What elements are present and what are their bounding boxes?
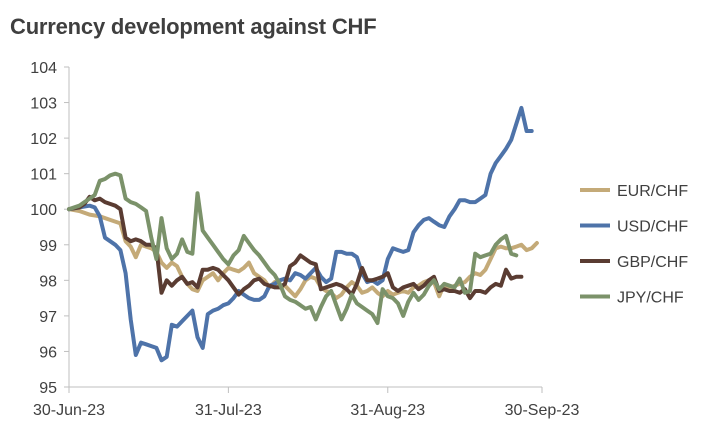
y-tick-label: 100	[30, 202, 57, 219]
legend-item: GBP/CHF	[580, 254, 688, 271]
y-tick-label: 101	[30, 167, 57, 184]
x-tick-label: 31-Aug-23	[350, 402, 425, 419]
y-tick-label: 95	[39, 380, 57, 397]
series-line-jpy-chf	[67, 171, 519, 325]
y-tick-label: 98	[39, 273, 57, 290]
y-tick-label: 99	[39, 238, 57, 255]
x-axis: 30-Jun-23 31-Jul-23 31-Aug-23 30-Sep-23	[33, 386, 580, 419]
legend-label: USD/CHF	[617, 219, 688, 236]
series-line-usd-chf	[67, 105, 534, 363]
y-axis: 95 96 97 98 99 100 101 102 103 104	[30, 60, 70, 397]
y-tick-label: 97	[39, 309, 57, 326]
y-tick-label: 104	[30, 60, 57, 77]
y-tick-label: 96	[39, 344, 57, 361]
y-tick-label: 103	[30, 96, 57, 113]
chart-title: Currency development against CHF	[10, 14, 377, 39]
series-line-gbp-chf	[67, 194, 524, 301]
x-tick-label: 31-Jul-23	[195, 402, 262, 419]
y-tick-label: 102	[30, 131, 57, 148]
x-tick-label: 30-Jun-23	[33, 402, 105, 419]
legend: EUR/CHF USD/CHF GBP/CHF JPY/CHF	[580, 183, 688, 307]
series-line-eur-chf	[67, 207, 539, 301]
legend-label: GBP/CHF	[617, 254, 688, 271]
series-layer	[67, 105, 539, 363]
x-tick-label: 30-Sep-23	[505, 402, 580, 419]
legend-label: EUR/CHF	[617, 183, 688, 200]
legend-item: JPY/CHF	[580, 290, 684, 307]
legend-item: EUR/CHF	[580, 183, 688, 200]
legend-label: JPY/CHF	[617, 290, 684, 307]
legend-item: USD/CHF	[580, 219, 688, 236]
